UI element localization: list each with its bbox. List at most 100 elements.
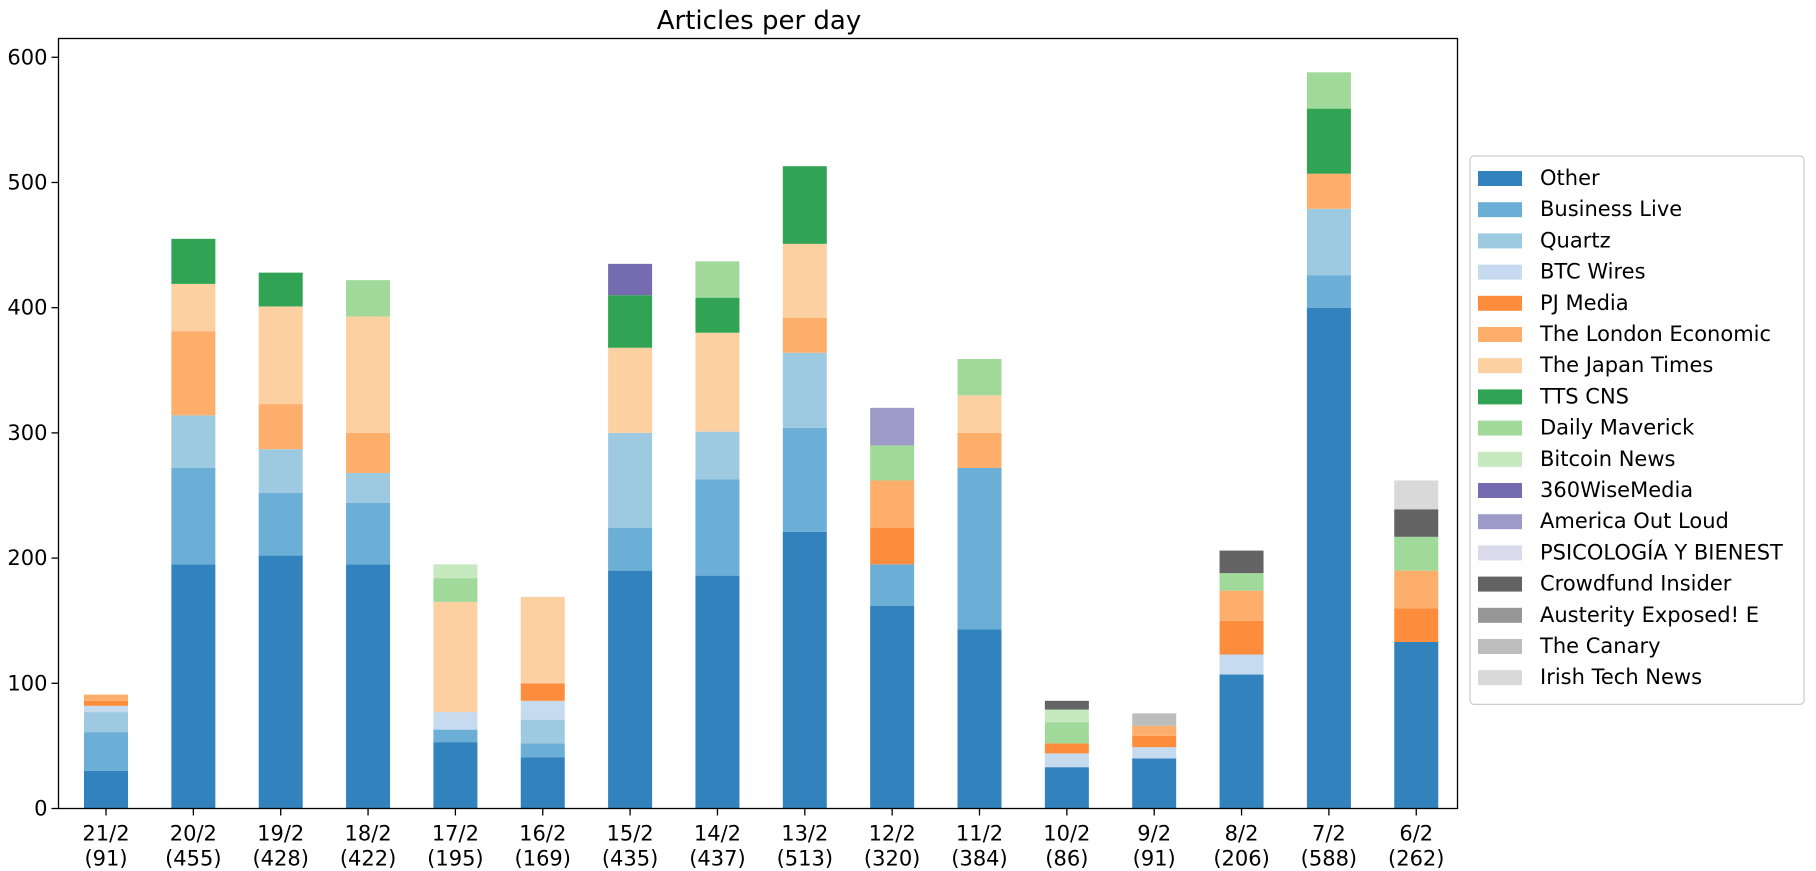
y-tick-label: 200 [7,546,47,570]
bar-17-2-series-0 [433,742,478,809]
bar-12-2-series-4 [870,528,915,565]
x-tick-label: 11/2 [956,822,1003,846]
bar-8-2-series-13 [1219,550,1264,574]
x-tick-total: (169) [515,847,571,871]
y-tick-label: 300 [7,421,47,445]
bar-19-2-series-7 [258,272,303,307]
bar-11-2-series-1 [957,467,1002,630]
y-tick-label: 100 [7,671,47,695]
bar-15-2-series-1 [608,528,653,571]
bar-12-2-series-0 [870,605,915,809]
legend-label: TTS CNS [1539,384,1629,408]
x-tick-total: (437) [689,847,745,871]
bar-11-2-series-8 [957,359,1002,396]
bar-21-2-series-1 [84,732,128,771]
bars-layer [84,72,1439,809]
bar-17-2-series-3 [433,712,478,730]
bar-7-2-series-8 [1306,72,1351,109]
bar-9-2-series-15 [1132,713,1177,726]
bar-6-2-series-13 [1394,509,1439,537]
bar-20-2-series-5 [171,331,216,416]
x-tick-label: 7/2 [1312,822,1346,846]
legend-label: Bitcoin News [1540,447,1675,471]
y-tick-label: 500 [7,170,47,194]
bar-8-2-series-5 [1219,590,1264,621]
bar-20-2-series-0 [171,564,216,809]
x-tick-label: 14/2 [694,822,741,846]
x-tick-total: (320) [864,847,920,871]
bar-18-2-series-2 [346,472,391,504]
bar-13-2-series-7 [782,166,827,244]
bar-21-2-series-0 [84,770,128,809]
legend-label: America Out Loud [1540,509,1729,533]
bar-14-2-series-8 [695,261,740,298]
legend-label: Daily Maverick [1540,416,1695,440]
bar-13-2-series-5 [782,317,827,353]
bar-17-2-series-9 [433,564,478,579]
x-tick-total: (91) [84,847,127,871]
bar-10-2-series-4 [1044,743,1089,754]
legend-swatch [1478,639,1522,654]
legend-swatch [1478,264,1522,280]
bar-6-2-series-4 [1394,608,1439,642]
legend-label: The London Economic [1539,322,1771,346]
bar-20-2-series-2 [171,415,216,468]
bar-12-2-series-8 [870,445,915,481]
bar-15-2-series-10 [608,263,653,296]
bar-6-2-series-8 [1394,536,1439,571]
legend-label: The Japan Times [1539,353,1713,377]
x-tick-label: 9/2 [1137,822,1171,846]
bar-16-2-series-3 [520,700,565,720]
bar-13-2-series-2 [782,352,827,428]
legend-swatch [1478,545,1522,561]
legend-swatch [1478,171,1522,186]
bar-10-2-series-8 [1044,722,1089,744]
legend-swatch [1478,607,1522,623]
legend-label: 360WiseMedia [1540,478,1693,502]
bar-18-2-series-5 [346,432,391,473]
chart-title: Articles per day [657,6,862,36]
bar-7-2-series-2 [1306,208,1351,276]
legend-swatch [1478,451,1522,467]
legend-label: The Canary [1539,634,1661,658]
bar-21-2-series-4 [84,700,128,706]
bar-12-2-series-11 [870,407,915,446]
bar-21-2-series-5 [84,694,128,701]
x-tick-label: 18/2 [344,822,391,846]
bar-16-2-series-0 [520,757,565,809]
bar-19-2-series-6 [258,306,303,405]
legend-swatch [1478,420,1522,436]
bar-8-2-series-0 [1219,674,1264,809]
bar-13-2-series-1 [782,427,827,532]
x-tick-total: (422) [340,847,396,871]
x-tick-label: 17/2 [432,822,479,846]
bar-13-2-series-6 [782,243,827,318]
bar-18-2-series-1 [346,503,391,565]
legend-swatch [1478,358,1522,374]
legend-label: PSICOLOGÍA Y BIENEST [1540,539,1783,564]
bar-20-2-series-7 [171,238,216,284]
bar-15-2-series-7 [608,295,653,348]
bar-11-2-series-6 [957,395,1002,433]
x-tick-total: (435) [602,847,658,871]
plot-frame [57,37,1459,810]
legend-swatch [1478,202,1522,218]
legend-label: Crowdfund Insider [1540,572,1732,596]
x-tick-label: 6/2 [1399,822,1433,846]
bar-18-2-series-0 [346,564,391,809]
y-tick-label: 0 [34,797,47,821]
x-tick-label: 12/2 [869,822,916,846]
bar-19-2-series-1 [258,492,303,556]
legend: Other Business Live Quartz BTC Wires PJ Medi… [1469,155,1805,706]
bar-19-2-series-5 [258,404,303,450]
x-tick-label: 20/2 [170,822,217,846]
bar-6-2-series-5 [1394,570,1439,609]
legend-swatch [1478,327,1522,342]
x-tick-total: (206) [1213,847,1269,871]
bar-13-2-series-0 [782,531,827,809]
legend-swatch [1478,295,1522,311]
bar-14-2-series-7 [695,297,740,333]
x-tick-total: (384) [951,847,1007,871]
bar-9-2-series-4 [1132,735,1177,748]
